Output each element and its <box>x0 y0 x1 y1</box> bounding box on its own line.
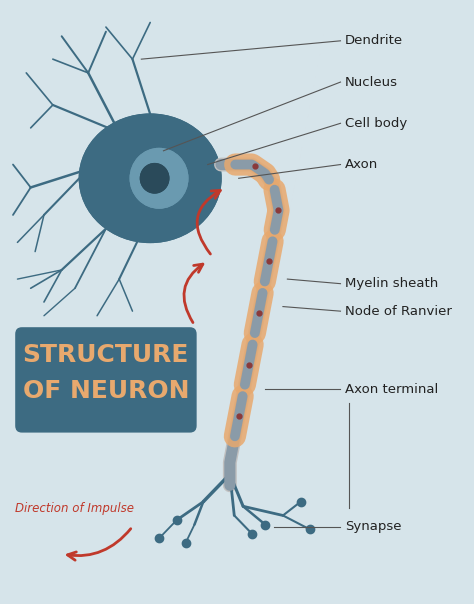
Circle shape <box>140 164 169 193</box>
Circle shape <box>130 149 188 208</box>
Text: Nucleus: Nucleus <box>345 76 398 89</box>
Text: Axon: Axon <box>345 158 378 171</box>
Text: Direction of Impulse: Direction of Impulse <box>16 502 135 515</box>
Circle shape <box>140 164 169 193</box>
Text: Synapse: Synapse <box>345 520 401 533</box>
FancyArrowPatch shape <box>184 264 203 323</box>
Text: Node of Ranvier: Node of Ranvier <box>345 304 452 318</box>
Text: STRUCTURE: STRUCTURE <box>23 342 189 367</box>
FancyBboxPatch shape <box>15 327 197 432</box>
Circle shape <box>130 149 188 208</box>
Text: OF NEURON: OF NEURON <box>23 379 189 403</box>
Ellipse shape <box>79 114 221 242</box>
Text: Cell body: Cell body <box>345 117 407 130</box>
Text: Myelin sheath: Myelin sheath <box>345 277 438 290</box>
FancyArrowPatch shape <box>67 528 131 560</box>
Ellipse shape <box>79 114 221 242</box>
FancyArrowPatch shape <box>197 190 220 254</box>
Text: Axon terminal: Axon terminal <box>345 382 438 396</box>
Text: Dendrite: Dendrite <box>345 34 403 47</box>
